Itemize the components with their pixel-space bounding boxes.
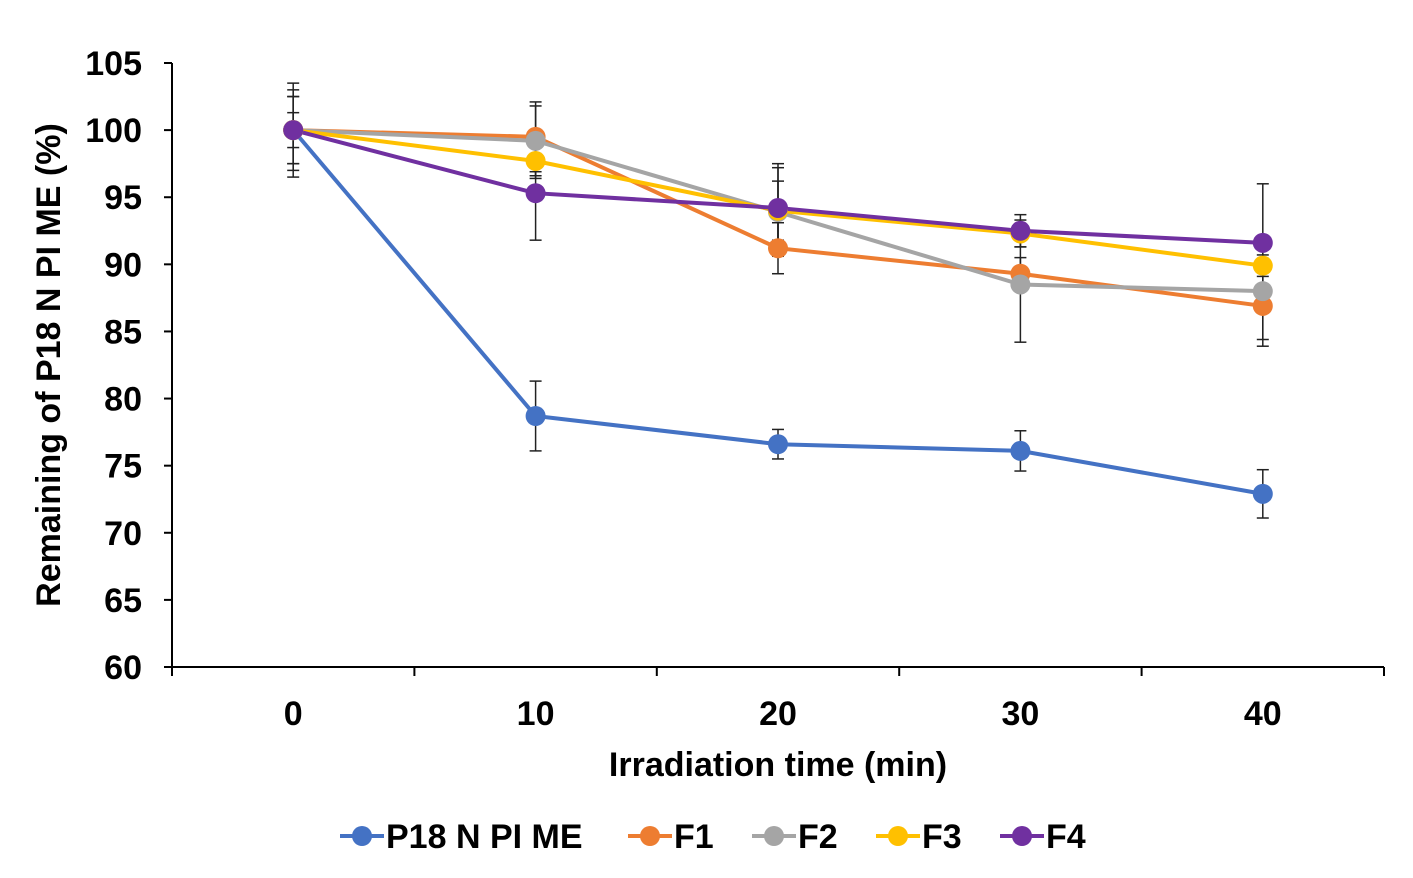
legend-marker [764,826,784,846]
series-points [283,120,1273,504]
y-tick-label: 80 [104,381,142,419]
data-point [525,406,546,427]
data-point [1252,295,1273,316]
legend-marker [352,826,372,846]
legend-label: F4 [1046,818,1086,856]
legend-marker [640,826,660,846]
data-point [525,150,546,171]
data-point [768,197,788,218]
y-tick-label: 70 [104,515,142,553]
legend: P18 N PI ME F1 F2 F3 F4 [340,818,1086,856]
legend-label: F1 [674,818,714,856]
x-tick-label: 40 [1244,695,1282,733]
y-axis-label: Remaining of P18 N PI ME (%) [30,123,68,607]
data-point [768,238,788,259]
x-axis-label: Irradiation time (min) [609,746,947,784]
y-tick-label: 105 [85,45,142,83]
data-point [768,434,788,455]
y-tick-label: 60 [104,649,142,687]
y-tick-label: 75 [104,448,142,486]
x-tick-label: 0 [284,695,303,733]
legend-label: F2 [798,818,838,856]
x-tick-label: 20 [759,695,797,733]
legend-label: F3 [922,818,962,856]
data-point [1252,483,1273,504]
y-tick-label: 90 [104,246,142,284]
data-point [1252,255,1273,276]
y-tick-label: 85 [104,313,142,351]
y-tick-label: 65 [104,582,142,620]
data-point [1010,274,1031,295]
data-point [283,120,304,141]
axes: 60 65 70 75 80 85 90 95 100 105 0 10 20 30 40 [85,45,1385,733]
data-point [1010,220,1031,241]
data-point [525,183,546,204]
y-tick-label: 100 [85,112,142,150]
legend-label: P18 N PI ME [386,818,583,856]
data-point [1252,232,1273,253]
data-point [1010,440,1031,461]
data-point [1252,281,1273,302]
x-tick-label: 30 [1001,695,1039,733]
y-tick-label: 95 [104,179,142,217]
x-tick-label: 10 [517,695,555,733]
legend-marker [888,826,908,846]
legend-marker [1012,826,1032,846]
data-point [525,130,546,151]
